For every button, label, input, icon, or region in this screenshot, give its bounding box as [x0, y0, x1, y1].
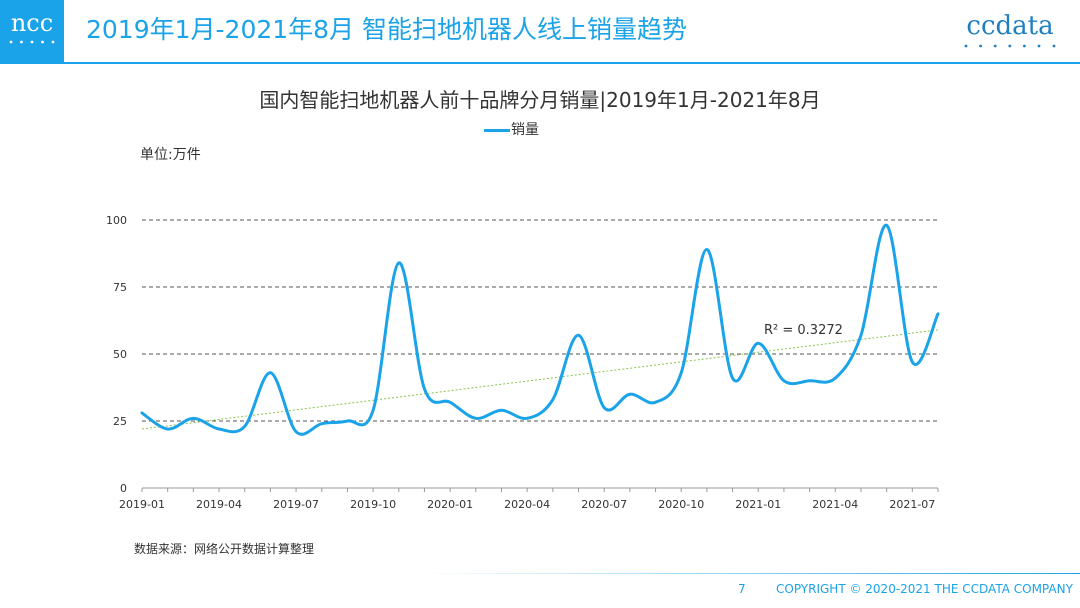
x-tick-label: 2019-04 — [196, 498, 242, 511]
x-axis: 2019-01 2019-04 2019-07 2019-10 2020-01 2020-… — [119, 487, 939, 511]
y-tick-label: 25 — [113, 415, 127, 428]
ccdata-logo-dots — [964, 44, 1056, 48]
unit-label: 单位:万件 — [140, 147, 201, 163]
legend-swatch — [484, 129, 510, 132]
ncc-logo-dots — [9, 40, 55, 44]
x-tick-label: 2020-04 — [504, 498, 550, 511]
r2-label: R² = 0.3272 — [764, 323, 843, 338]
y-axis: 0 25 50 75 100 — [106, 214, 127, 495]
x-tick-label: 2019-10 — [350, 498, 396, 511]
chart-grid — [142, 219, 938, 422]
x-tick-label: 2019-07 — [273, 498, 319, 511]
x-tick-label: 2021-04 — [812, 498, 858, 511]
y-tick-label: 0 — [120, 482, 127, 495]
footer-divider — [420, 573, 1080, 574]
x-tick-label: 2021-01 — [735, 498, 781, 511]
copyright: COPYRIGHT © 2020-2021 THE CCDATA COMPANY — [776, 582, 1073, 596]
y-tick-label: 100 — [106, 214, 127, 227]
ncc-logo: ncc — [0, 0, 64, 64]
y-tick-label: 50 — [113, 348, 127, 361]
x-tick-label: 2020-10 — [658, 498, 704, 511]
x-tick-label: 2020-07 — [581, 498, 627, 511]
ccdata-logo: ccdata — [958, 10, 1062, 54]
x-tick-label: 2020-01 — [427, 498, 473, 511]
source-note: 数据来源：网络公开数据计算整理 — [134, 542, 315, 556]
x-tick-label: 2019-01 — [119, 498, 165, 511]
trend-line — [141, 329, 939, 430]
ncc-logo-text: ncc — [10, 9, 54, 37]
page-title: 2019年1月-2021年8月 智能扫地机器人线上销量趋势 — [86, 15, 688, 44]
header: ncc 2019年1月-2021年8月 智能扫地机器人线上销量趋势 ccdata — [0, 0, 1080, 64]
legend-label: 销量 — [511, 122, 539, 138]
header-divider — [64, 62, 1080, 64]
y-tick-label: 75 — [113, 281, 127, 294]
page-number: 7 — [738, 582, 746, 596]
chart-title: 国内智能扫地机器人前十品牌分月销量|2019年1月-2021年8月 — [259, 88, 821, 112]
x-tick-label: 2021-07 — [889, 498, 935, 511]
series-line-sales — [140, 223, 940, 436]
ccdata-logo-text: ccdata — [966, 11, 1054, 41]
